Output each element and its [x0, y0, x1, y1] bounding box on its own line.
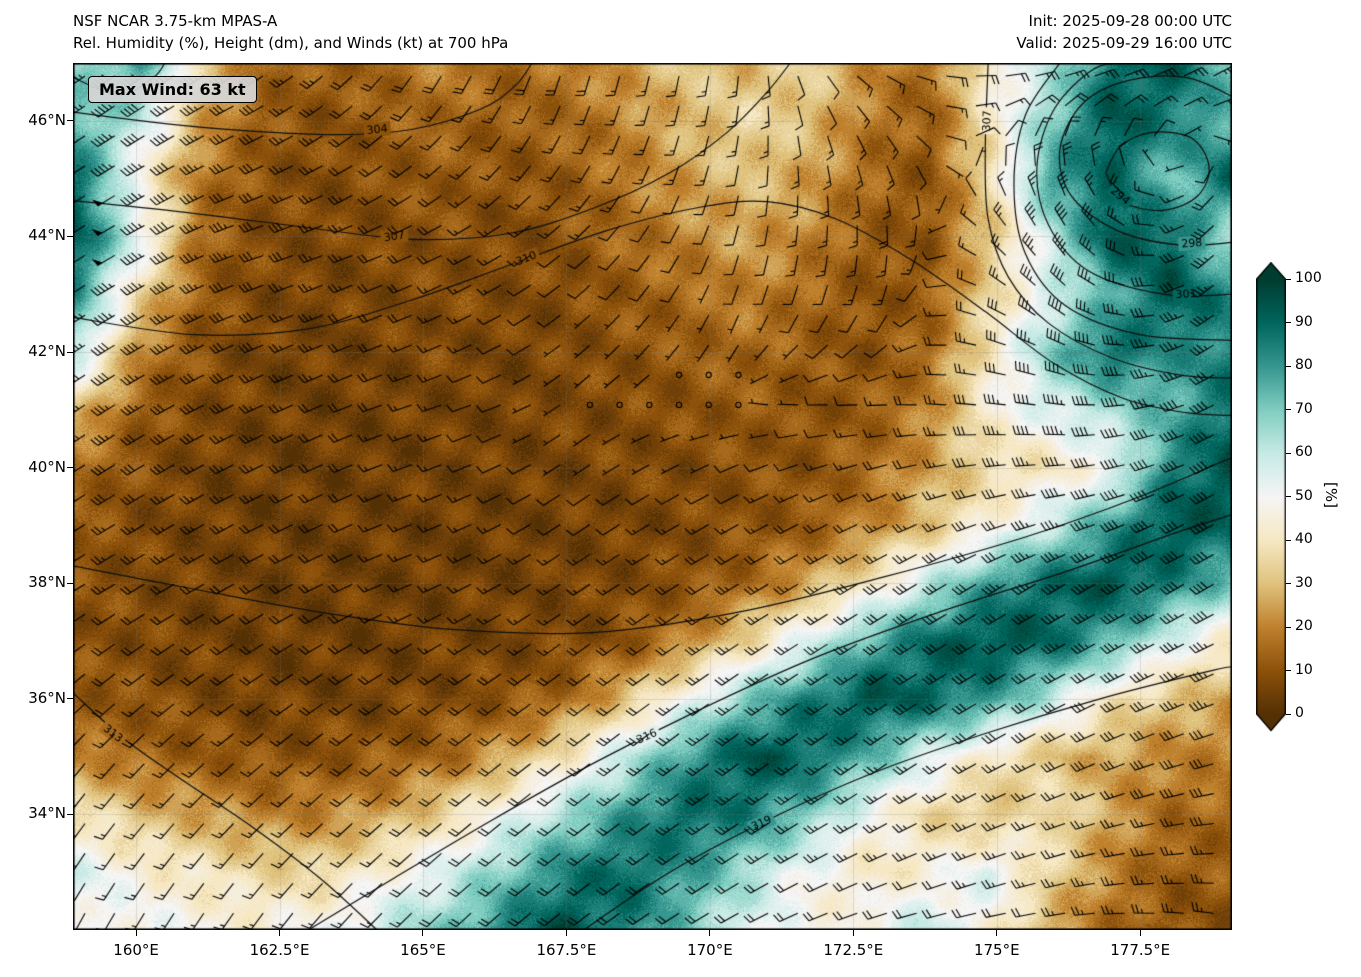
colorbar-tick-mark	[1286, 583, 1291, 584]
max-wind-badge: Max Wind: 63 kt	[88, 76, 257, 103]
colorbar-tick-mark	[1286, 539, 1291, 541]
time-block: Init: 2025-09-28 00:00 UTC Valid: 2025-0…	[1016, 10, 1232, 54]
lon-tick-mark	[996, 930, 998, 936]
lon-tick-mark	[422, 930, 424, 936]
lon-tick-mark	[709, 930, 711, 936]
colorbar-tick-mark	[1286, 452, 1291, 454]
lat-tick-label: 34°N	[28, 804, 66, 823]
lat-tick-label: 42°N	[28, 342, 66, 360]
lon-tick-mark	[135, 930, 137, 936]
colorbar-tick-label: 30	[1295, 574, 1313, 591]
lon-tick-label: 162.5°E	[249, 941, 310, 959]
valid-time: Valid: 2025-09-29 16:00 UTC	[1016, 34, 1232, 52]
colorbar-tick-label: 50	[1295, 487, 1313, 504]
colorbar-tick-label: 40	[1295, 531, 1313, 547]
colorbar-tick-label: 100	[1295, 270, 1322, 286]
colorbar-unit-label: [%]	[1321, 482, 1340, 508]
colorbar-tick-label: 0	[1295, 705, 1304, 721]
colorbar-tick-label: 70	[1295, 400, 1313, 417]
lon-tick-mark	[279, 930, 281, 936]
lon-tick-mark	[852, 930, 854, 936]
lon-tick-label: 165°E	[400, 941, 446, 959]
lon-tick-label: 175°E	[973, 941, 1020, 959]
lat-tick-label: 44°N	[28, 226, 66, 245]
lat-tick-label: 38°N	[28, 573, 66, 592]
colorbar	[1256, 262, 1286, 732]
colorbar-tick-label: 80	[1295, 357, 1313, 373]
colorbar-tick-mark	[1286, 713, 1291, 715]
lat-tick-mark	[67, 582, 73, 584]
lon-tick-label: 172.5°E	[823, 941, 884, 959]
colorbar-tick-mark	[1286, 278, 1291, 280]
lon-tick-mark	[1139, 930, 1141, 936]
colorbar-tick-mark	[1286, 626, 1291, 628]
lon-tick-label: 177.5°E	[1110, 941, 1171, 959]
lon-tick-mark	[565, 930, 567, 936]
colorbar-tick-label: 10	[1295, 661, 1313, 678]
lon-tick-label: 170°E	[687, 941, 733, 959]
colorbar-tick-label: 60	[1295, 444, 1313, 460]
colorbar-tick-mark	[1286, 670, 1291, 671]
lon-tick-label: 167.5°E	[536, 941, 597, 959]
lat-tick-mark	[67, 467, 73, 469]
colorbar-tick-mark	[1286, 365, 1291, 367]
lat-tick-mark	[67, 813, 73, 815]
colorbar-tick-mark	[1286, 409, 1291, 410]
map-canvas	[73, 63, 1232, 930]
colorbar-tick-mark	[1286, 322, 1291, 323]
model-title: NSF NCAR 3.75-km MPAS-A	[73, 12, 278, 30]
init-time: Init: 2025-09-28 00:00 UTC	[1028, 12, 1232, 30]
lat-tick-mark	[67, 120, 73, 122]
colorbar-tick-label: 20	[1295, 618, 1313, 634]
field-title: Rel. Humidity (%), Height (dm), and Wind…	[73, 34, 509, 52]
title-block: NSF NCAR 3.75-km MPAS-A Rel. Humidity (%…	[73, 10, 508, 54]
lat-tick-label: 46°N	[28, 110, 66, 129]
lat-tick-mark	[67, 698, 73, 700]
lon-tick-label: 160°E	[113, 941, 159, 959]
colorbar-tick-mark	[1286, 496, 1291, 497]
lat-tick-label: 40°N	[28, 457, 66, 476]
lat-tick-label: 36°N	[28, 688, 66, 707]
colorbar-tick-label: 90	[1295, 313, 1313, 330]
lat-tick-mark	[67, 235, 73, 237]
lat-tick-mark	[67, 351, 73, 353]
